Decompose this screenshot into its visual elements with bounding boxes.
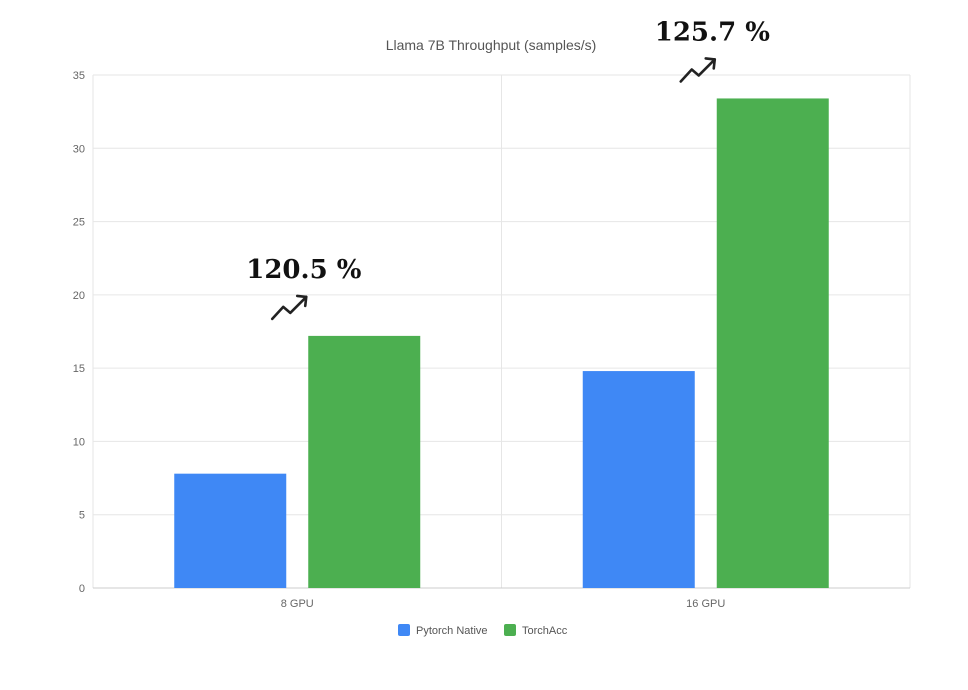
bar-pytorch-native <box>174 473 287 588</box>
percent-gain-label: 125.7 % <box>655 17 770 47</box>
trend-up-icon <box>270 294 308 321</box>
x-tick-label: 8 GPU <box>281 598 314 610</box>
x-tick-label: 16 GPU <box>686 598 725 610</box>
legend-swatch <box>398 624 410 636</box>
legend-label: TorchAcc <box>522 625 568 637</box>
bar-torchacc <box>716 98 829 589</box>
y-tick-label: 15 <box>73 363 85 375</box>
percent-gain-label: 120.5 % <box>246 255 361 285</box>
y-tick-label: 5 <box>79 510 85 522</box>
legend-swatch <box>504 624 516 636</box>
annotations: 120.5 % 125.7 % <box>246 17 770 321</box>
legend-label: Pytorch Native <box>416 625 488 637</box>
y-tick-label: 25 <box>73 217 85 229</box>
chart-title: Llama 7B Throughput (samples/s) <box>386 37 597 53</box>
legend-item[interactable]: Pytorch Native <box>398 624 488 637</box>
bar-pytorch-native <box>582 371 695 588</box>
y-tick-label: 20 <box>73 290 85 302</box>
y-tick-label: 10 <box>73 436 85 448</box>
legend: Pytorch Native TorchAcc <box>398 624 568 637</box>
y-tick-label: 30 <box>73 143 85 155</box>
bar-torchacc <box>308 335 421 588</box>
y-tick-label: 0 <box>79 583 85 595</box>
y-tick-label: 35 <box>73 70 85 82</box>
legend-item[interactable]: TorchAcc <box>504 624 568 637</box>
trend-up-icon <box>679 57 717 83</box>
bars <box>174 98 829 589</box>
